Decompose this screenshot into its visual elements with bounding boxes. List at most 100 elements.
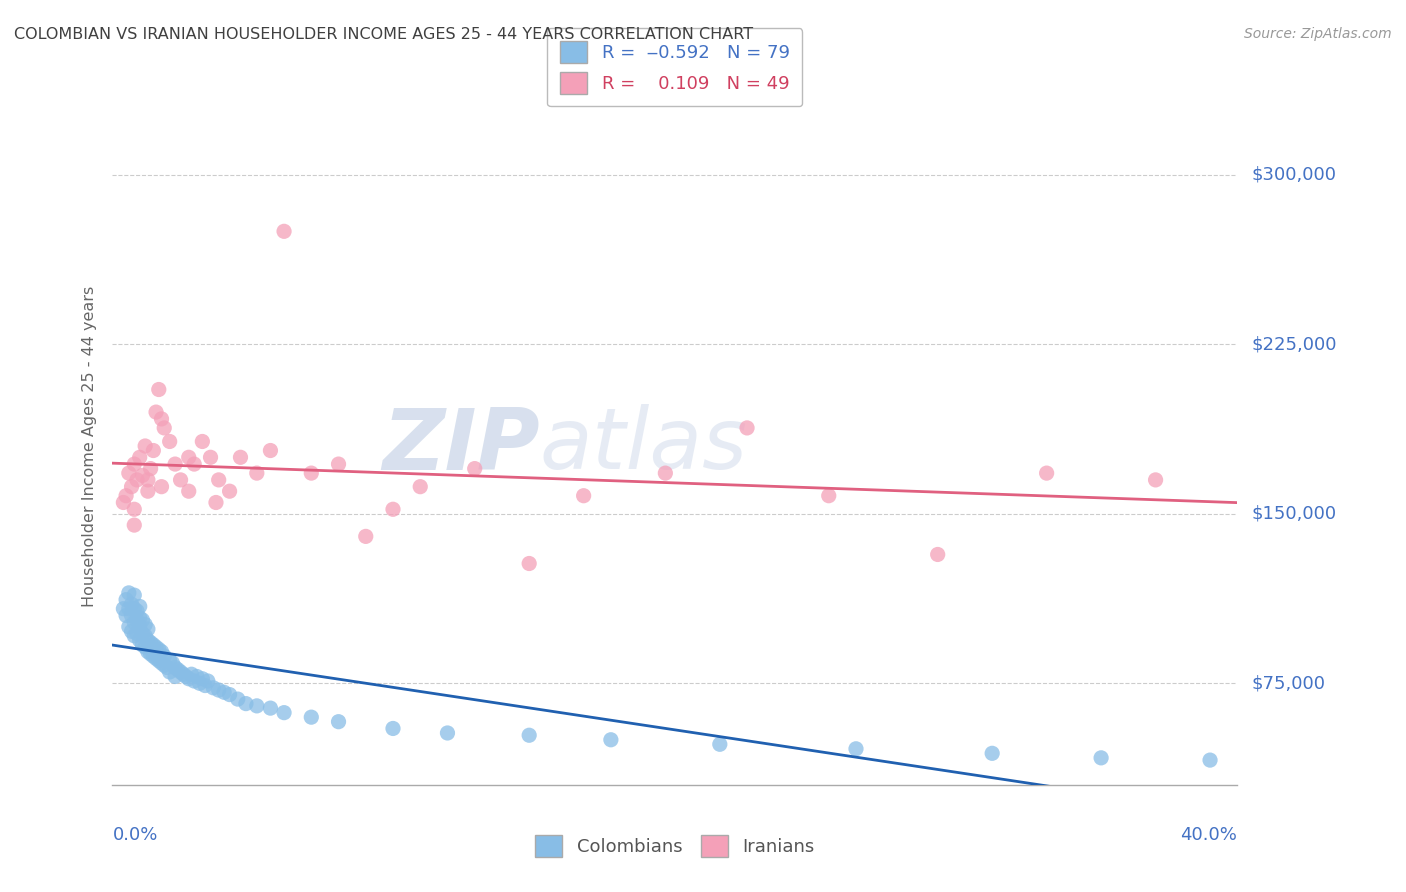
Point [169, 665, 191, 679]
Point [153, 421, 176, 435]
Point [148, 654, 170, 668]
Point [118, 586, 141, 600]
Text: 40.0%: 40.0% [1181, 826, 1237, 844]
Point [121, 608, 143, 623]
Point [169, 473, 191, 487]
Point [177, 450, 200, 465]
Point [273, 706, 295, 720]
Point [125, 604, 148, 618]
Point [121, 480, 143, 494]
Point [382, 722, 405, 736]
Point [212, 685, 235, 699]
Point [125, 626, 148, 640]
Point [436, 726, 458, 740]
Point [183, 673, 205, 688]
Point [162, 656, 184, 670]
Point [1035, 466, 1057, 480]
Point [118, 620, 141, 634]
Point [122, 601, 145, 615]
Point [112, 495, 135, 509]
Point [136, 645, 159, 659]
Point [218, 688, 240, 702]
Point [328, 457, 350, 471]
Point [131, 468, 153, 483]
Point [122, 588, 145, 602]
Point [208, 683, 231, 698]
Point [131, 626, 153, 640]
Point [382, 502, 405, 516]
Point [118, 466, 141, 480]
Point [121, 624, 143, 639]
Point [131, 613, 153, 627]
Point [599, 732, 621, 747]
Point [128, 620, 150, 634]
Point [166, 663, 188, 677]
Point [159, 434, 181, 449]
Point [226, 692, 249, 706]
Point [150, 412, 173, 426]
Point [136, 622, 159, 636]
Point [148, 383, 170, 397]
Point [654, 466, 676, 480]
Point [200, 450, 222, 465]
Point [194, 679, 217, 693]
Point [191, 434, 214, 449]
Point [134, 439, 156, 453]
Point [1090, 751, 1112, 765]
Point [299, 466, 322, 480]
Text: $150,000: $150,000 [1251, 505, 1336, 523]
Point [197, 673, 219, 688]
Point [186, 669, 208, 683]
Point [205, 495, 228, 509]
Point [122, 457, 145, 471]
Point [148, 642, 170, 657]
Point [142, 638, 165, 652]
Point [172, 667, 194, 681]
Text: $225,000: $225,000 [1251, 335, 1337, 353]
Point [709, 737, 731, 751]
Point [139, 647, 162, 661]
Point [1144, 473, 1167, 487]
Point [131, 638, 153, 652]
Point [273, 224, 295, 238]
Point [191, 672, 214, 686]
Point [115, 592, 138, 607]
Point [145, 651, 167, 665]
Point [299, 710, 322, 724]
Point [128, 450, 150, 465]
Point [150, 480, 173, 494]
Point [328, 714, 350, 729]
Point [188, 676, 211, 690]
Point [122, 518, 145, 533]
Point [142, 649, 165, 664]
Point [927, 548, 949, 562]
Point [409, 480, 432, 494]
Point [246, 698, 269, 713]
Point [128, 599, 150, 614]
Point [174, 669, 197, 683]
Point [153, 649, 176, 664]
Point [464, 461, 486, 475]
Text: COLOMBIAN VS IRANIAN HOUSEHOLDER INCOME AGES 25 - 44 YEARS CORRELATION CHART: COLOMBIAN VS IRANIAN HOUSEHOLDER INCOME … [14, 27, 754, 42]
Point [218, 484, 240, 499]
Point [153, 658, 176, 673]
Point [145, 640, 167, 654]
Point [134, 629, 156, 643]
Legend: Colombians, Iranians: Colombians, Iranians [529, 828, 821, 864]
Point [122, 629, 145, 643]
Point [115, 489, 138, 503]
Point [517, 728, 540, 742]
Point [122, 615, 145, 630]
Point [229, 450, 252, 465]
Point [150, 656, 173, 670]
Point [517, 557, 540, 571]
Point [136, 484, 159, 499]
Point [136, 633, 159, 648]
Text: ZIP: ZIP [382, 404, 540, 488]
Text: $75,000: $75,000 [1251, 674, 1326, 692]
Point [125, 473, 148, 487]
Point [165, 669, 187, 683]
Point [118, 601, 141, 615]
Point [165, 457, 187, 471]
Point [981, 747, 1004, 761]
